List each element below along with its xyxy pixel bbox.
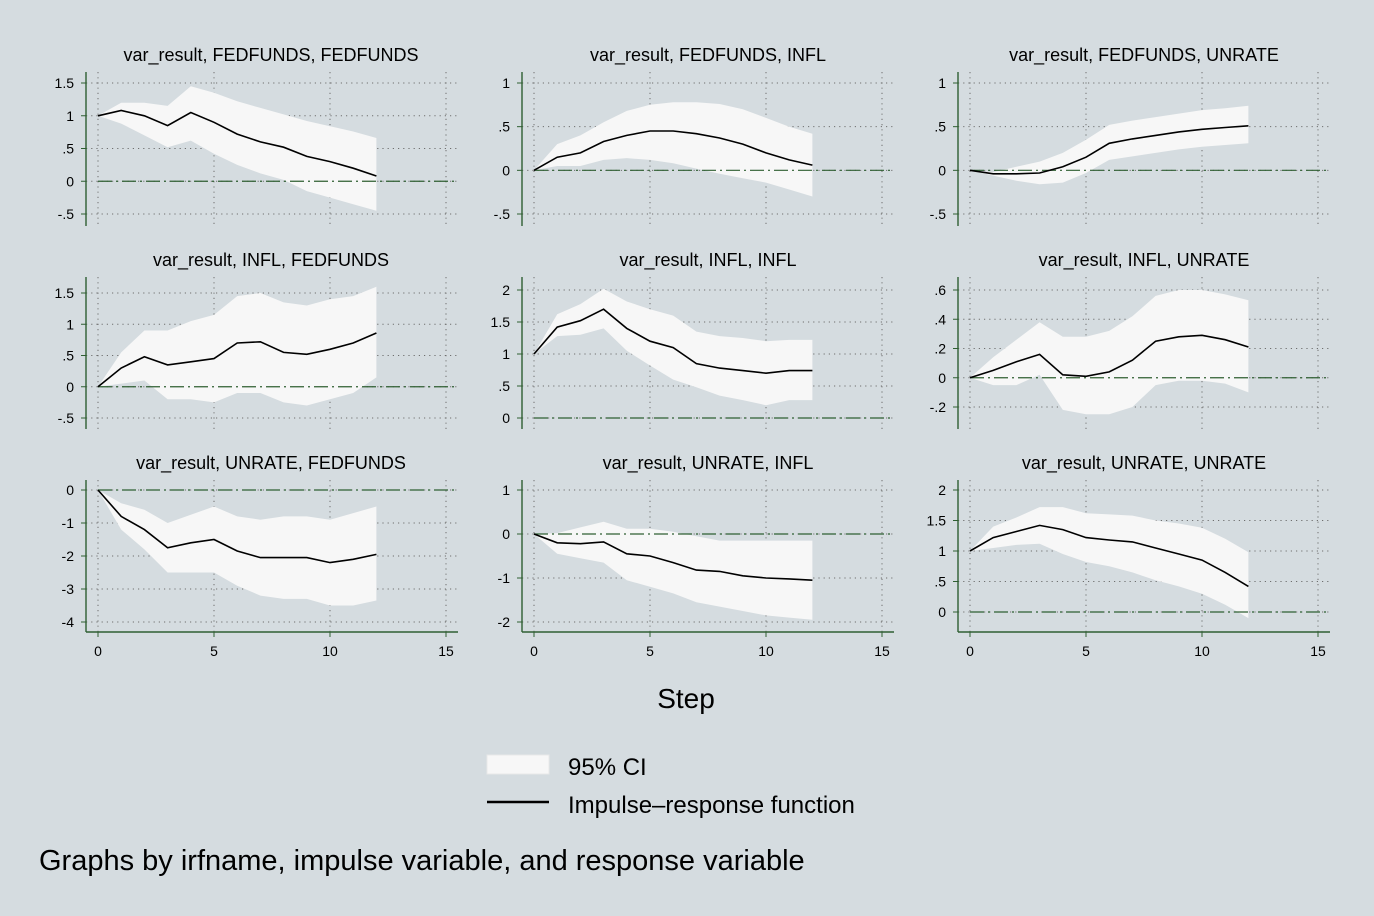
irf-line bbox=[533, 533, 813, 581]
y-tick-label: 2 bbox=[938, 482, 946, 498]
irf-line bbox=[533, 308, 813, 375]
y-tick-label: 1 bbox=[502, 346, 510, 362]
irf-line bbox=[97, 489, 377, 564]
y-tick-label: 0 bbox=[66, 379, 74, 395]
y-tick-label: .5 bbox=[62, 348, 74, 364]
y-tick-label: 0 bbox=[938, 604, 946, 620]
y-tick-label: 1 bbox=[938, 75, 946, 91]
y-tick-label: .5 bbox=[498, 119, 510, 135]
y-tick-label: 0 bbox=[66, 482, 74, 498]
panel-title: var_result, UNRATE, INFL bbox=[603, 453, 814, 474]
legend-ci-swatch bbox=[486, 754, 550, 775]
panel-title: var_result, UNRATE, UNRATE bbox=[1022, 453, 1266, 474]
irf-line bbox=[533, 130, 813, 171]
x-tick-label: 5 bbox=[210, 643, 218, 659]
irf-panel: var_result, INFL, UNRATE -.2 0 .2 .4 .6 bbox=[930, 250, 1330, 429]
y-tick-label: 1 bbox=[502, 482, 510, 498]
y-tick-label: -.5 bbox=[58, 206, 75, 222]
irf-line bbox=[97, 109, 377, 177]
x-tick-label: 0 bbox=[530, 643, 538, 659]
panel-title: var_result, INFL, INFL bbox=[619, 250, 796, 271]
irf-panel: var_result, INFL, INFL 0 .5 1 1.5 2 bbox=[491, 250, 894, 429]
x-tick-label: 15 bbox=[1310, 643, 1326, 659]
y-tick-label: .4 bbox=[934, 311, 946, 327]
irf-line bbox=[969, 334, 1249, 379]
ci-band bbox=[970, 290, 1249, 415]
irf-panel: var_result, FEDFUNDS, INFL -.5 0 .5 1 bbox=[494, 45, 894, 226]
y-tick-label: -.2 bbox=[930, 399, 947, 415]
y-tick-label: -4 bbox=[62, 614, 75, 630]
y-tick-label: 1.5 bbox=[55, 285, 75, 301]
x-tick-label: 5 bbox=[646, 643, 654, 659]
x-tick-label: 15 bbox=[874, 643, 890, 659]
y-tick-label: -.5 bbox=[494, 206, 511, 222]
y-tick-label: 0 bbox=[938, 370, 946, 386]
panel-title: var_result, FEDFUNDS, INFL bbox=[590, 45, 826, 66]
y-tick-label: 1 bbox=[66, 108, 74, 124]
y-tick-label: 2 bbox=[502, 282, 510, 298]
irf-panel: var_result, INFL, FEDFUNDS -.5 0 .5 1 1.5 bbox=[55, 250, 458, 429]
irf-panel: var_result, UNRATE, UNRATE 0 .5 1 1.5 2 0 5 10 15 bbox=[927, 453, 1330, 659]
y-tick-label: -2 bbox=[62, 548, 75, 564]
irf-panel: var_result, UNRATE, FEDFUNDS -4 -3 -2 -1 0 0 5 1… bbox=[62, 453, 458, 659]
x-tick-label: 10 bbox=[758, 643, 774, 659]
y-tick-label: .6 bbox=[934, 282, 946, 298]
y-tick-label: 0 bbox=[938, 162, 946, 178]
x-axis-title: Step bbox=[657, 683, 715, 714]
graph-note: Graphs by irfname, impulse variable, and… bbox=[39, 845, 805, 877]
y-tick-label: -1 bbox=[498, 570, 511, 586]
y-tick-label: .5 bbox=[934, 119, 946, 135]
y-tick-label: -.5 bbox=[58, 410, 75, 426]
y-tick-label: .5 bbox=[934, 574, 946, 590]
ci-band bbox=[98, 286, 377, 406]
y-tick-label: 1.5 bbox=[491, 314, 511, 330]
y-tick-label: 0 bbox=[502, 410, 510, 426]
ci-band bbox=[534, 521, 813, 620]
panel-title: var_result, INFL, FEDFUNDS bbox=[153, 250, 389, 271]
y-tick-label: 1 bbox=[502, 75, 510, 91]
ci-band bbox=[534, 102, 813, 197]
x-tick-label: 5 bbox=[1082, 643, 1090, 659]
y-tick-label: -3 bbox=[62, 581, 75, 597]
ci-band bbox=[98, 490, 377, 606]
y-tick-label: -2 bbox=[498, 614, 511, 630]
legend-irf-label: Impulse–response function bbox=[568, 792, 855, 819]
panel-title: var_result, INFL, UNRATE bbox=[1039, 250, 1250, 271]
y-tick-label: 1 bbox=[938, 543, 946, 559]
y-tick-label: 0 bbox=[502, 162, 510, 178]
ci-band bbox=[970, 105, 1249, 185]
y-tick-label: .5 bbox=[498, 378, 510, 394]
x-tick-label: 10 bbox=[1194, 643, 1210, 659]
panel-title: var_result, FEDFUNDS, FEDFUNDS bbox=[123, 45, 418, 66]
legend-ci-label: 95% CI bbox=[568, 754, 647, 781]
legend: 95% CI Impulse–response function bbox=[486, 754, 855, 819]
y-tick-label: -1 bbox=[62, 515, 75, 531]
irf-panel: var_result, FEDFUNDS, FEDFUNDS -.5 0 .5 1 1.5 bbox=[55, 45, 458, 226]
panel-title: var_result, FEDFUNDS, UNRATE bbox=[1009, 45, 1279, 66]
y-tick-label: 1.5 bbox=[55, 75, 75, 91]
x-tick-label: 15 bbox=[438, 643, 454, 659]
x-tick-label: 0 bbox=[966, 643, 974, 659]
x-tick-label: 0 bbox=[94, 643, 102, 659]
panel-title: var_result, UNRATE, FEDFUNDS bbox=[136, 453, 406, 474]
y-tick-label: .5 bbox=[62, 141, 74, 157]
y-tick-label: 0 bbox=[66, 173, 74, 189]
x-tick-label: 10 bbox=[322, 643, 338, 659]
irf-line bbox=[969, 125, 1249, 175]
ci-band bbox=[970, 507, 1249, 619]
y-tick-label: -.5 bbox=[930, 206, 947, 222]
y-tick-label: .2 bbox=[934, 341, 946, 357]
y-tick-label: 1 bbox=[66, 316, 74, 332]
y-tick-label: 1.5 bbox=[927, 513, 947, 529]
y-tick-label: 0 bbox=[502, 526, 510, 542]
irf-panel: var_result, FEDFUNDS, UNRATE -.5 0 .5 1 bbox=[930, 45, 1330, 226]
irf-line bbox=[969, 524, 1249, 588]
irf-line bbox=[97, 332, 377, 388]
ci-band bbox=[98, 86, 377, 211]
